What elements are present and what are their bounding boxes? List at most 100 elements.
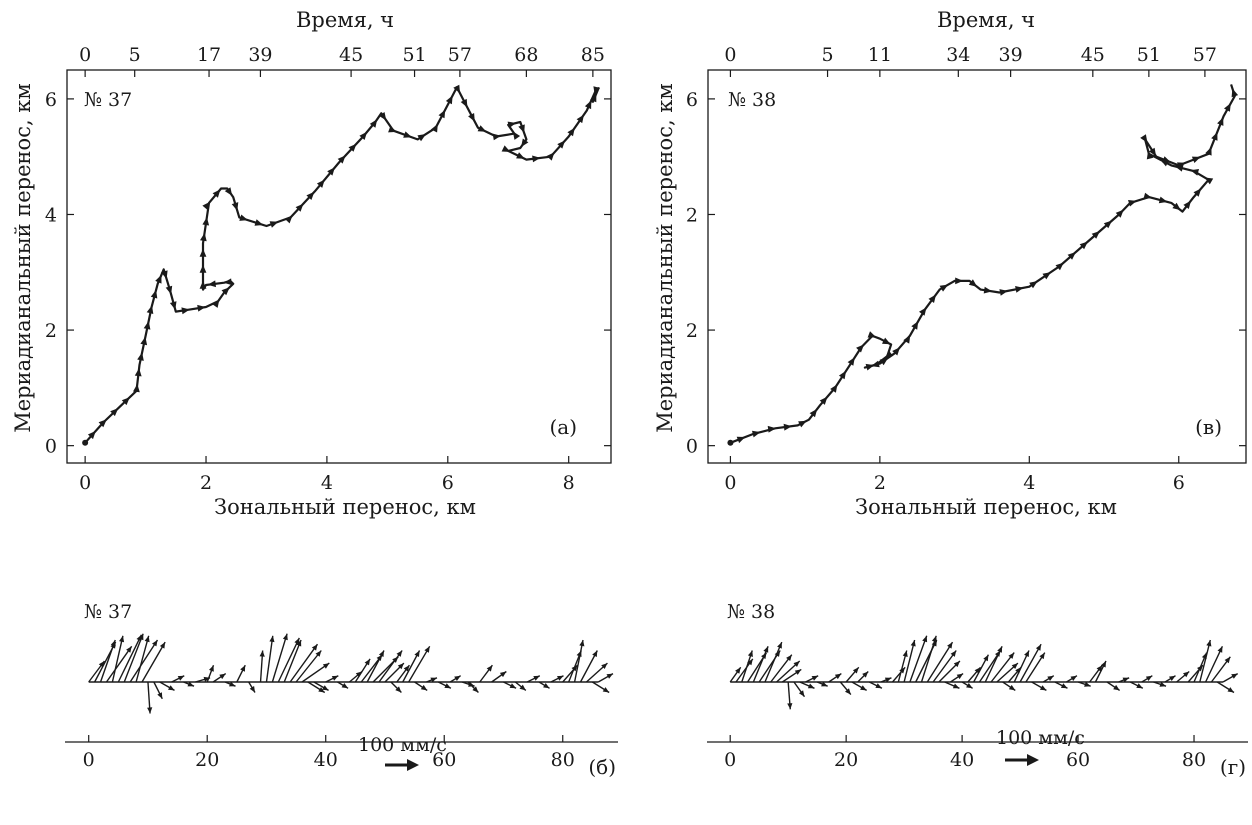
panel-b-velocity-arrowhead (509, 683, 517, 689)
panel-g-velocity-arrowhead (1035, 644, 1042, 651)
panel-g-velocity-arrowhead (1224, 656, 1231, 664)
panel-g-velocity-arrowhead (747, 658, 753, 666)
panel-g-velocity-vector (926, 641, 954, 683)
panel-v-trajectory-arrowhead (1193, 188, 1202, 197)
panel-v-trajectory-arrowhead (1143, 192, 1152, 200)
panel-g-xtick-label: 60 (1066, 749, 1090, 771)
panel-g-velocity-arrowhead (1169, 675, 1176, 681)
panel-a-time-tick-label: 0 (79, 44, 91, 66)
panel-v-trajectory-arrowhead (1115, 209, 1124, 218)
panel-a-trajectory-arrowhead (155, 274, 162, 284)
panel-g-velocity-vector (990, 652, 1015, 683)
panel-a-xtick-label: 6 (442, 472, 454, 494)
panel-g-velocity-arrowhead (794, 669, 802, 675)
panel-a-trajectory-arrowhead (460, 98, 468, 108)
panel-g-xtick-label: 0 (724, 749, 736, 771)
panel-a-time-tick-label: 39 (248, 44, 272, 66)
panel-v-trajectory-arrowhead (1205, 146, 1212, 156)
panel-v-trajectory-arrowhead (798, 420, 807, 428)
panel-a-trajectory-arrowhead (202, 217, 210, 226)
panel-a-trajectory-arrowhead (110, 408, 119, 417)
panel-b-xtick-label: 20 (195, 749, 219, 771)
panel-b-xtick-label: 0 (83, 749, 95, 771)
panel-a-trajectory-arrowhead (546, 152, 555, 161)
panel-a-trajectory-arrowhead (438, 109, 446, 119)
panel-v-trajectory-arrowhead (882, 337, 891, 345)
panel-a-trajectory-arrowhead (87, 430, 96, 440)
panel-a-trajectory-start (82, 439, 89, 446)
panel-g-velocity-arrowhead (811, 675, 819, 681)
panel-b-velocity-arrowhead (152, 640, 158, 647)
panel-a-trajectory-arrowhead (512, 131, 521, 140)
panel-b-velocity-arrowhead (322, 685, 329, 691)
panel-b-velocity-arrowhead (322, 663, 330, 669)
panel-v-trajectory-arrowhead (1172, 202, 1181, 211)
panel-a-time-tick-label: 51 (402, 44, 426, 66)
panel-b-velocity-arrowhead (110, 640, 116, 647)
panel-g-scale-label: 100 мм/с (996, 727, 1085, 749)
panel-g-velocity-vector (909, 635, 928, 683)
panel-a-trajectory-arrowhead (150, 289, 158, 299)
panel-b-letter: (б) (588, 755, 616, 779)
panel-v-trajectory-arrowhead (1029, 281, 1038, 289)
panel-a-trajectory-arrowhead (146, 305, 154, 314)
panel-v-trajectory-arrowhead (1177, 162, 1186, 169)
panel-v-trajectory-arrowhead (955, 277, 964, 285)
panel-a-trajectory-arrowhead (348, 143, 357, 152)
panel-b-velocity-vector (99, 639, 116, 683)
panel-a-ytick-label: 0 (45, 436, 57, 458)
panel-g-velocity-arrowhead (1227, 687, 1234, 693)
panel-b-velocity-arrowhead (282, 633, 288, 641)
panel-g-velocity-arrowhead (1008, 684, 1016, 691)
panel-a-trajectory-arrowhead (98, 419, 107, 428)
panel-a-frame (66, 69, 612, 464)
panel-a-x-title: Зональный перенос, км (214, 495, 476, 519)
panel-a-trajectory-arrowhead (593, 86, 600, 95)
panel-b-velocity-vector (283, 639, 302, 683)
panel-b: № 37 100 мм/с (б) 0 20 40 60 80 (65, 601, 618, 779)
panel-v-trajectory-arrowhead (1191, 156, 1201, 163)
panel-v-trajectory-arrowhead (911, 321, 919, 330)
panel-b-velocity-arrowhead (606, 673, 613, 679)
panel-b-velocity-arrowhead (147, 707, 153, 714)
panel-v-trajectory-arrowhead (847, 357, 855, 366)
panel-b-velocity-arrowhead (240, 665, 246, 672)
panel-g-velocity-arrowhead (860, 685, 867, 691)
panel-g-velocity-vector (984, 646, 1003, 683)
panel-v-trajectory-arrowhead (736, 436, 746, 444)
panel-v-buoy-label: № 38 (728, 89, 776, 111)
panel-v-xtick-label: 2 (874, 472, 886, 494)
panel-g-velocity-arrowhead (1113, 684, 1120, 691)
panel-g-letter: (г) (1220, 755, 1246, 779)
panel-b-velocity-vector (295, 650, 322, 683)
panel-g-velocity-vector (932, 650, 957, 683)
panel-a-trajectory-arrowhead (165, 285, 173, 295)
panel-b-velocity-vector (378, 650, 403, 683)
panel-g-velocity-arrowhead (821, 681, 828, 687)
panel-g-velocity-arrowhead (1024, 650, 1029, 657)
panel-v-frame (707, 69, 1247, 464)
panel-v-trajectory-arrowhead (1190, 169, 1199, 176)
panel-v-trajectory-arrowhead (999, 289, 1008, 296)
panel-v-y-title: Мериадианальный перенос, км (653, 83, 677, 433)
panel-g-velocity-vector (1199, 639, 1211, 683)
panel-v-trajectory-arrowhead (1042, 272, 1051, 280)
panel-a-trajectory-arrowhead (468, 113, 475, 122)
panel-a-trajectory-arrowhead (134, 368, 142, 377)
panel-b-buoy-label: № 37 (84, 601, 132, 623)
panel-b-velocity-arrowhead (315, 650, 322, 657)
panel-a-trajectory-arrowhead (137, 352, 144, 361)
panel-v-trajectory-arrowhead (1148, 147, 1157, 157)
panel-v-letter: (в) (1195, 415, 1222, 439)
panel-a-time-tick-label: 5 (129, 44, 141, 66)
panel-b-velocity-arrowhead (557, 675, 564, 681)
panel-a-trajectory-arrowhead (521, 138, 529, 147)
panel-v-time-tick-label: 57 (1193, 44, 1217, 66)
panel-v-time-tick-label: 45 (1081, 44, 1105, 66)
panel-v-trajectory-arrowhead (767, 425, 777, 433)
panel-a-trajectory-arrowhead (224, 187, 233, 196)
panel-v-trajectory-arrowhead (1231, 88, 1239, 98)
panel-v-xtick-label: 6 (1173, 472, 1185, 494)
panel-v-trajectory-arrowhead (1162, 156, 1171, 163)
panel-b-velocity-arrowhead (430, 677, 437, 683)
